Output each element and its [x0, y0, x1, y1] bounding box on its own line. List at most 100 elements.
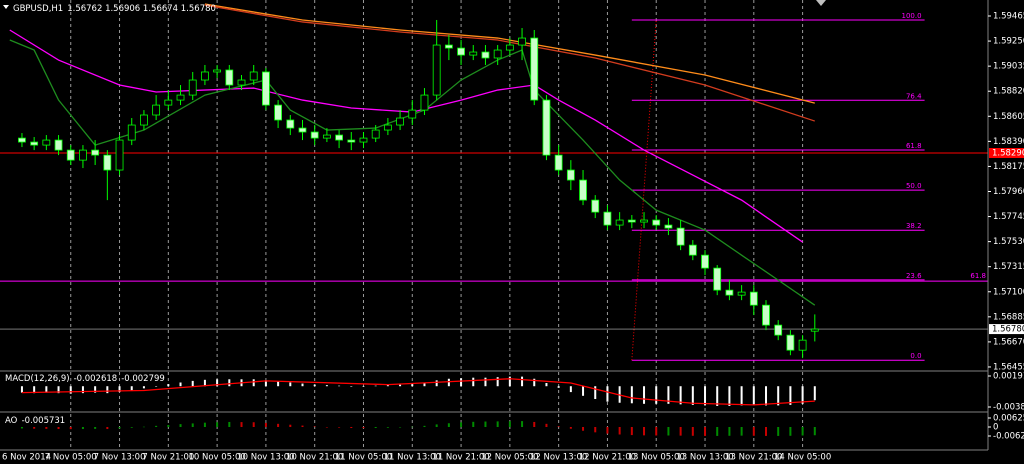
candle-body	[322, 134, 331, 139]
moving-average	[204, 3, 815, 104]
y-tick-label: 1.59035	[993, 62, 1024, 72]
ao-bar	[313, 426, 316, 428]
candle-body	[481, 51, 490, 59]
y-tick-label: 1.57100	[993, 287, 1024, 297]
macd-bar	[81, 386, 84, 394]
ao-bar	[350, 427, 353, 429]
y-tick-label: 1.59465	[993, 12, 1024, 22]
candle-body	[518, 37, 526, 46]
candle-body	[591, 199, 600, 213]
fib-label: 61.8	[906, 142, 922, 150]
candle-body	[103, 154, 112, 171]
ao-bar	[142, 426, 145, 428]
macd-bar	[350, 386, 353, 387]
macd-bar	[704, 386, 707, 406]
ao-bar	[679, 427, 682, 436]
macd-bar	[484, 377, 487, 387]
macd-bar	[533, 378, 536, 387]
candle-body	[359, 137, 368, 143]
ao-bar	[667, 427, 670, 436]
macd-bar	[606, 386, 609, 402]
ao-bar	[81, 427, 84, 430]
macd-bar	[423, 383, 426, 387]
shift-marker[interactable]	[816, 0, 826, 6]
candle-body	[213, 69, 222, 73]
macd-bar	[57, 386, 60, 394]
candle-body	[54, 139, 63, 151]
y-tick-label: -0.006251	[993, 432, 1024, 442]
macd-title: MACD(12,26,9)	[5, 374, 70, 384]
candle-body	[554, 154, 563, 171]
ao-bar	[33, 427, 36, 429]
ao-bar	[399, 427, 402, 428]
y-tick-label: 0.006251	[993, 413, 1024, 423]
candle-body	[810, 328, 819, 332]
candle-body	[762, 304, 770, 326]
x-tick-label: 12 Nov 21:00	[579, 453, 636, 463]
candle-body	[664, 224, 673, 229]
macd-bar	[813, 386, 816, 401]
candle-body	[152, 104, 161, 116]
macd-bar	[142, 386, 145, 389]
candle-body	[115, 139, 124, 171]
macd-bar	[179, 382, 182, 387]
ao-bar	[521, 421, 524, 428]
ao-bar	[216, 422, 219, 428]
ao-bar	[447, 423, 450, 428]
last-price-box	[989, 324, 1024, 335]
ao-bar	[325, 427, 328, 428]
x-tick-label: 7 Nov 05:00	[45, 453, 97, 463]
candle-body	[493, 49, 502, 59]
x-tick-label: 7 Nov 21:00	[142, 453, 194, 463]
macd-bar	[801, 386, 804, 404]
macd-bar	[69, 386, 72, 394]
candle-body	[237, 79, 246, 86]
macd-bar	[765, 386, 768, 406]
candle-body	[408, 109, 417, 119]
ao-bar	[777, 427, 780, 436]
ao-bar	[106, 427, 109, 430]
y-tick-label: 1.56670	[993, 337, 1024, 347]
ao-bar	[704, 427, 707, 436]
candle-body	[371, 129, 380, 139]
ao-bar	[118, 427, 121, 429]
macd-bar	[460, 378, 463, 387]
macd-bar	[667, 386, 670, 404]
candle-body	[444, 44, 453, 49]
fib-label: 50.0	[906, 182, 922, 190]
ao-bar	[618, 427, 621, 435]
ao-bar	[423, 425, 426, 428]
x-tick-label: 13 Nov 13:00	[676, 453, 733, 463]
x-tick-label: 11 Nov 13:00	[384, 453, 441, 463]
ao-bar	[338, 427, 341, 428]
ao-bar	[533, 421, 536, 428]
candle-body	[298, 127, 307, 133]
ao-bar	[69, 427, 72, 430]
ao-bar	[155, 425, 158, 428]
macd-bar	[106, 386, 109, 394]
candle-body	[176, 94, 185, 101]
macd-bar	[289, 382, 292, 387]
ao-bar	[411, 426, 414, 428]
macd-bar	[569, 386, 572, 393]
candle-body	[335, 134, 343, 141]
candle-body	[79, 149, 87, 161]
last-price-label: 1.56780	[992, 325, 1024, 335]
macd-bar	[130, 386, 133, 391]
moving-average	[9, 29, 803, 243]
macd-bar	[94, 386, 97, 393]
y-tick-label: 1.59250	[993, 37, 1024, 47]
macd-bar	[118, 386, 121, 393]
ao-bar	[752, 427, 755, 436]
x-tick-label: 7 Nov 13:00	[94, 453, 146, 463]
macd-bar	[33, 386, 36, 394]
candle-body	[774, 324, 783, 336]
candle-body	[383, 124, 392, 131]
macd-bar	[740, 386, 743, 406]
menu-arrow[interactable]	[3, 5, 9, 9]
ao-bar	[582, 427, 585, 431]
candle-body	[66, 149, 75, 161]
candle-body	[676, 227, 685, 246]
ao-bar	[191, 423, 194, 428]
